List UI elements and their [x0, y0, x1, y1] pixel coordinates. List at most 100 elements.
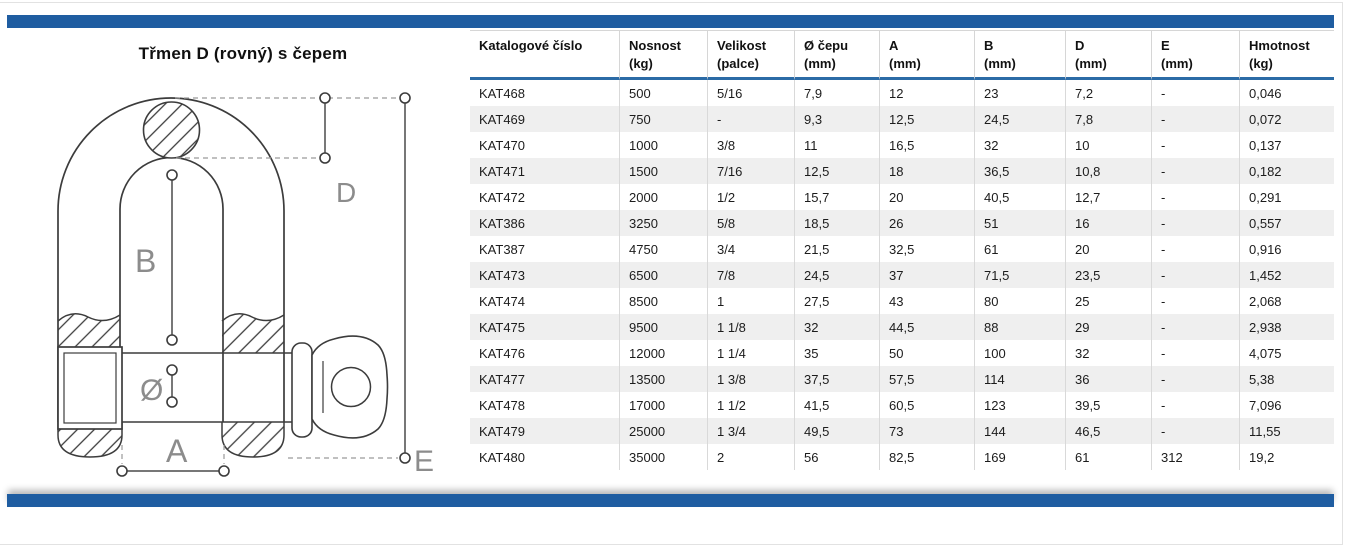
- spec-table: Katalogové číslo Nosnost (kg) Velikost (palc…: [470, 30, 1334, 471]
- table-header-row: Katalogové číslo Nosnost (kg) Velikost (palc…: [470, 30, 1334, 81]
- table-cell: 82,5: [880, 444, 975, 471]
- table-cell: 71,5: [975, 262, 1066, 289]
- column-header: Hmotnost (kg): [1240, 30, 1334, 81]
- table-cell: -: [1152, 366, 1240, 393]
- column-header: E (mm): [1152, 30, 1240, 81]
- table-cell: 1/2: [708, 184, 795, 211]
- table-cell: -: [1152, 158, 1240, 185]
- table-cell: -: [1152, 340, 1240, 367]
- table-cell: 16,5: [880, 132, 975, 159]
- bow-section-circle: [142, 101, 201, 159]
- table-cell: 23: [975, 80, 1066, 107]
- table-cell: -: [1152, 184, 1240, 211]
- table-cell: 7,9: [795, 80, 880, 107]
- table-cell: KAT480: [470, 444, 620, 471]
- table-cell: 26: [880, 210, 975, 237]
- table-cell: KAT478: [470, 392, 620, 419]
- table-cell: 1,452: [1240, 262, 1334, 289]
- table-cell: -: [1152, 392, 1240, 419]
- table-row: KAT476 12000 1 1/4 35 50 100 32-4,075: [470, 340, 1334, 367]
- table-cell: 5/16: [708, 80, 795, 107]
- table-cell: 18,5: [795, 210, 880, 237]
- table-cell: KAT473: [470, 262, 620, 289]
- table-cell: 80: [975, 288, 1066, 315]
- table-cell: 32: [795, 314, 880, 341]
- pin-hex-head: [57, 346, 123, 430]
- table-cell: 12: [880, 80, 975, 107]
- dim-label-a: A: [166, 433, 188, 469]
- table-cell: 43: [880, 288, 975, 315]
- column-header: Katalogové číslo: [470, 30, 620, 81]
- table-cell: KAT477: [470, 366, 620, 393]
- left-foot: [57, 422, 123, 458]
- table-cell: 114: [975, 366, 1066, 393]
- bow-outer-outline: [57, 97, 285, 422]
- table-cell: -: [1152, 210, 1240, 237]
- table-cell: 35000: [620, 444, 708, 471]
- table-cell: 25000: [620, 418, 708, 445]
- table-cell: 3250: [620, 210, 708, 237]
- dim-label-d: D: [336, 177, 356, 208]
- table-cell: 32: [1066, 340, 1152, 367]
- table-cell: KAT474: [470, 288, 620, 315]
- table-cell: 9,3: [795, 106, 880, 133]
- table-cell: 40,5: [975, 184, 1066, 211]
- table-cell: 8500: [620, 288, 708, 315]
- table-cell: 12,5: [880, 106, 975, 133]
- table-cell: KAT475: [470, 314, 620, 341]
- table-row: KAT474 8500 1 27,5 43 80 25-2,068: [470, 288, 1334, 315]
- table-row: KAT479 25000 1 3/4 49,5 73 144 46,5-11,55: [470, 418, 1334, 445]
- table-cell: 2000: [620, 184, 708, 211]
- table-cell: 27,5: [795, 288, 880, 315]
- table-cell: 18: [880, 158, 975, 185]
- right-leg-hatch: [222, 313, 284, 353]
- table-cell: 1 1/8: [708, 314, 795, 341]
- table-cell: -: [1152, 236, 1240, 263]
- table-cell: 10,8: [1066, 158, 1152, 185]
- table-cell: 12000: [620, 340, 708, 367]
- table-cell: KAT470: [470, 132, 620, 159]
- dim-label-b: B: [135, 243, 156, 279]
- table-cell: -: [1152, 80, 1240, 107]
- table-cell: 9500: [620, 314, 708, 341]
- table-cell: 5,38: [1240, 366, 1334, 393]
- table-cell: 21,5: [795, 236, 880, 263]
- table-cell: 61: [975, 236, 1066, 263]
- column-header: B (mm): [975, 30, 1066, 81]
- table-cell: 41,5: [795, 392, 880, 419]
- table-cell: 0,916: [1249, 241, 1282, 257]
- table-cell: 73: [880, 418, 975, 445]
- table-row: KAT478 17000 1 1/2 41,5 60,5 123 39,5-7,096: [470, 392, 1334, 419]
- table-cell: 35: [795, 340, 880, 367]
- table-row: KAT468 500 5/16 7,9 12 23 7,2-0,046: [470, 80, 1334, 107]
- table-cell: 36,5: [975, 158, 1066, 185]
- dim-label-diameter: Ø: [140, 374, 163, 407]
- table-cell: 11,55: [1240, 418, 1334, 445]
- table-body: KAT468 500 5/16 7,9 12 23 7,2-0,046 KAT469 750-9…: [470, 80, 1334, 471]
- table-cell: KAT468: [470, 80, 620, 107]
- table-cell: 15,7: [795, 184, 880, 211]
- table-cell: 11: [795, 132, 880, 159]
- table-cell: 32: [975, 132, 1066, 159]
- table-cell: KAT471: [470, 158, 620, 185]
- table-cell: KAT479: [470, 418, 620, 445]
- table-cell: KAT476: [470, 340, 620, 367]
- table-cell: 16: [1066, 210, 1152, 237]
- table-cell: 39,5: [1066, 392, 1152, 419]
- table-cell: 88: [975, 314, 1066, 341]
- table-cell: 13500: [620, 366, 708, 393]
- bottom-accent-bar: [7, 494, 1334, 507]
- table-cell: 169: [975, 444, 1066, 471]
- column-header: D (mm): [1066, 30, 1152, 81]
- table-cell: 4750: [620, 236, 708, 263]
- table-cell: 3/8: [708, 132, 795, 159]
- table-cell: 7/8: [708, 262, 795, 289]
- table-cell: 50: [880, 340, 975, 367]
- table-cell: 500: [620, 80, 708, 107]
- column-header: A (mm): [880, 30, 975, 81]
- table-row: KAT470 1000 3/8 11 16,5 32 10-0,137: [470, 132, 1334, 159]
- table-cell: 312: [1152, 444, 1240, 471]
- table-cell: 37: [880, 262, 975, 289]
- table-row: KAT477 13500 1 3/8 37,5 57,5 114 36-5,38: [470, 366, 1334, 393]
- table-row: KAT472 2000 1/2 15,7 20 40,5 12,7-0,291: [470, 184, 1334, 211]
